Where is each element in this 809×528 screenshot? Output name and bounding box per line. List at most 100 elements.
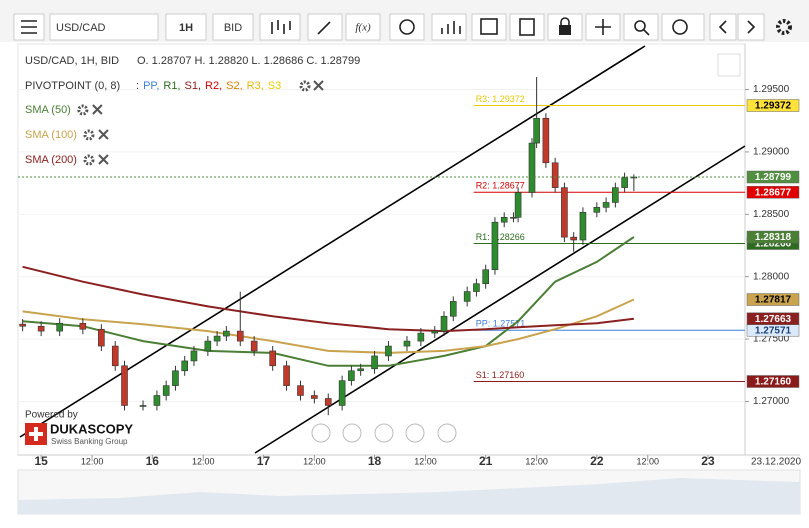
menu-button[interactable] bbox=[13, 13, 45, 41]
candle-body bbox=[561, 187, 568, 238]
candle-body bbox=[491, 221, 499, 271]
candle-body bbox=[500, 217, 508, 223]
info-button[interactable] bbox=[389, 13, 425, 41]
lock-button[interactable] bbox=[547, 13, 583, 41]
pivot-legend-item: PP, bbox=[143, 80, 159, 92]
x-tick-label: 12:00 bbox=[81, 456, 104, 466]
candle-body bbox=[311, 395, 318, 399]
pivot-legend-item: : bbox=[136, 80, 139, 92]
candle-body bbox=[510, 217, 517, 219]
pivot-label: R1: 1.28266 bbox=[476, 232, 525, 242]
chart-type-button[interactable] bbox=[259, 13, 301, 41]
pivot-remove[interactable] bbox=[313, 80, 324, 91]
side: BID bbox=[224, 22, 242, 34]
x-tick-label: 12:00 bbox=[525, 456, 548, 466]
x-tick-label: 12:00 bbox=[192, 456, 215, 466]
candle-body bbox=[213, 335, 221, 342]
legend-settings[interactable] bbox=[77, 104, 89, 116]
brand-sub: Swiss Banking Group bbox=[51, 437, 128, 446]
pivot-title: PIVOTPOINT (0, 8) bbox=[25, 80, 120, 92]
pivot-tag bbox=[746, 375, 800, 388]
candle-body bbox=[385, 345, 392, 357]
fx: f(x) bbox=[355, 22, 371, 34]
candle-body bbox=[514, 192, 522, 218]
candle-body bbox=[403, 340, 411, 347]
x-tick-label: 18 bbox=[368, 454, 382, 468]
pivot-legend-item: S3 bbox=[268, 80, 281, 92]
indicator-button[interactable] bbox=[345, 13, 381, 41]
sma-tag bbox=[746, 230, 800, 244]
symbol: USD/CAD bbox=[56, 22, 106, 34]
legend-settings[interactable] bbox=[83, 129, 95, 141]
legend-label: SMA (100) bbox=[25, 129, 77, 141]
candle-body bbox=[111, 345, 119, 367]
candle-body bbox=[602, 202, 610, 208]
header: USD/CAD, 1H, BID bbox=[25, 55, 119, 67]
legend-settings[interactable] bbox=[83, 154, 95, 166]
symbol-input[interactable] bbox=[49, 13, 159, 41]
y-tick-label: 1.29500 bbox=[753, 84, 790, 95]
legend-remove[interactable] bbox=[98, 154, 109, 165]
date-label: 23.12.2020 bbox=[751, 457, 801, 468]
nav-controls[interactable] bbox=[311, 423, 457, 443]
candle-body bbox=[236, 330, 244, 342]
candle-body bbox=[612, 187, 619, 203]
x-tick-label: 12:00 bbox=[636, 456, 659, 466]
candle-body bbox=[528, 142, 536, 193]
popout-button[interactable] bbox=[717, 53, 741, 77]
settings-button[interactable] bbox=[776, 19, 792, 35]
candle-body bbox=[190, 350, 198, 362]
pivot-settings[interactable] bbox=[299, 80, 311, 92]
legend-remove[interactable] bbox=[92, 104, 103, 115]
calendar-button[interactable] bbox=[471, 13, 507, 41]
candle-body bbox=[121, 365, 128, 406]
draw-button[interactable] bbox=[307, 13, 343, 41]
sma-tag bbox=[746, 312, 800, 325]
y-tick-label: 1.28000 bbox=[753, 271, 790, 282]
pivot-tag bbox=[746, 185, 800, 199]
volume-button[interactable] bbox=[431, 13, 467, 41]
crosshair-button[interactable] bbox=[585, 13, 621, 41]
candle-body bbox=[162, 385, 170, 396]
candle-body bbox=[593, 207, 601, 213]
zoom-button[interactable] bbox=[623, 13, 659, 41]
side-button[interactable] bbox=[212, 13, 254, 41]
y-tick-label: 1.27000 bbox=[753, 396, 790, 407]
pivot-legend-item: R1, bbox=[163, 80, 180, 92]
pivot-tag-label: 1.27160 bbox=[755, 377, 792, 388]
x-tick-label: 12:00 bbox=[414, 456, 437, 466]
pivot-label: S1: 1.27160 bbox=[476, 370, 525, 380]
plot-area bbox=[17, 43, 746, 456]
pivot-tag-label: 1.27571 bbox=[755, 325, 792, 336]
period-button[interactable] bbox=[165, 13, 207, 41]
candle-body bbox=[542, 117, 550, 164]
next-button[interactable] bbox=[737, 13, 765, 41]
y-tick-label: 1.27500 bbox=[753, 334, 790, 345]
candle-body bbox=[570, 236, 577, 241]
x-tick-label: 12:00 bbox=[303, 456, 326, 466]
candle-body bbox=[297, 385, 304, 396]
last-price-tag-label: 1.28799 bbox=[755, 172, 792, 183]
pivot-legend-item: R2, bbox=[205, 80, 222, 92]
x-tick-label: 21 bbox=[479, 454, 493, 468]
candle-body bbox=[449, 301, 457, 317]
upload-button[interactable] bbox=[661, 13, 705, 41]
legend-remove[interactable] bbox=[98, 129, 109, 140]
candle-body bbox=[621, 177, 628, 188]
candle-body bbox=[139, 405, 147, 407]
y-tick-label: 1.28500 bbox=[753, 209, 790, 220]
pivot-legend: : PP, R1, S1, R2, S2, R3, S3 bbox=[136, 80, 281, 92]
brand-powered: Powered by bbox=[25, 410, 78, 421]
x-tick-label: 23 bbox=[701, 454, 715, 468]
sma-tag-label: 1.27817 bbox=[755, 295, 792, 306]
candle-body bbox=[533, 117, 540, 144]
candle-body bbox=[551, 162, 559, 188]
pivot-tag-label: 1.28266 bbox=[755, 239, 792, 250]
pivot-label: R3: 1.29372 bbox=[476, 94, 525, 104]
pivot-label: R2: 1.28677 bbox=[476, 181, 525, 191]
prev-button[interactable] bbox=[709, 13, 737, 41]
candle-body bbox=[579, 212, 587, 241]
pivot-tag bbox=[746, 99, 800, 112]
news-button[interactable] bbox=[509, 13, 545, 41]
